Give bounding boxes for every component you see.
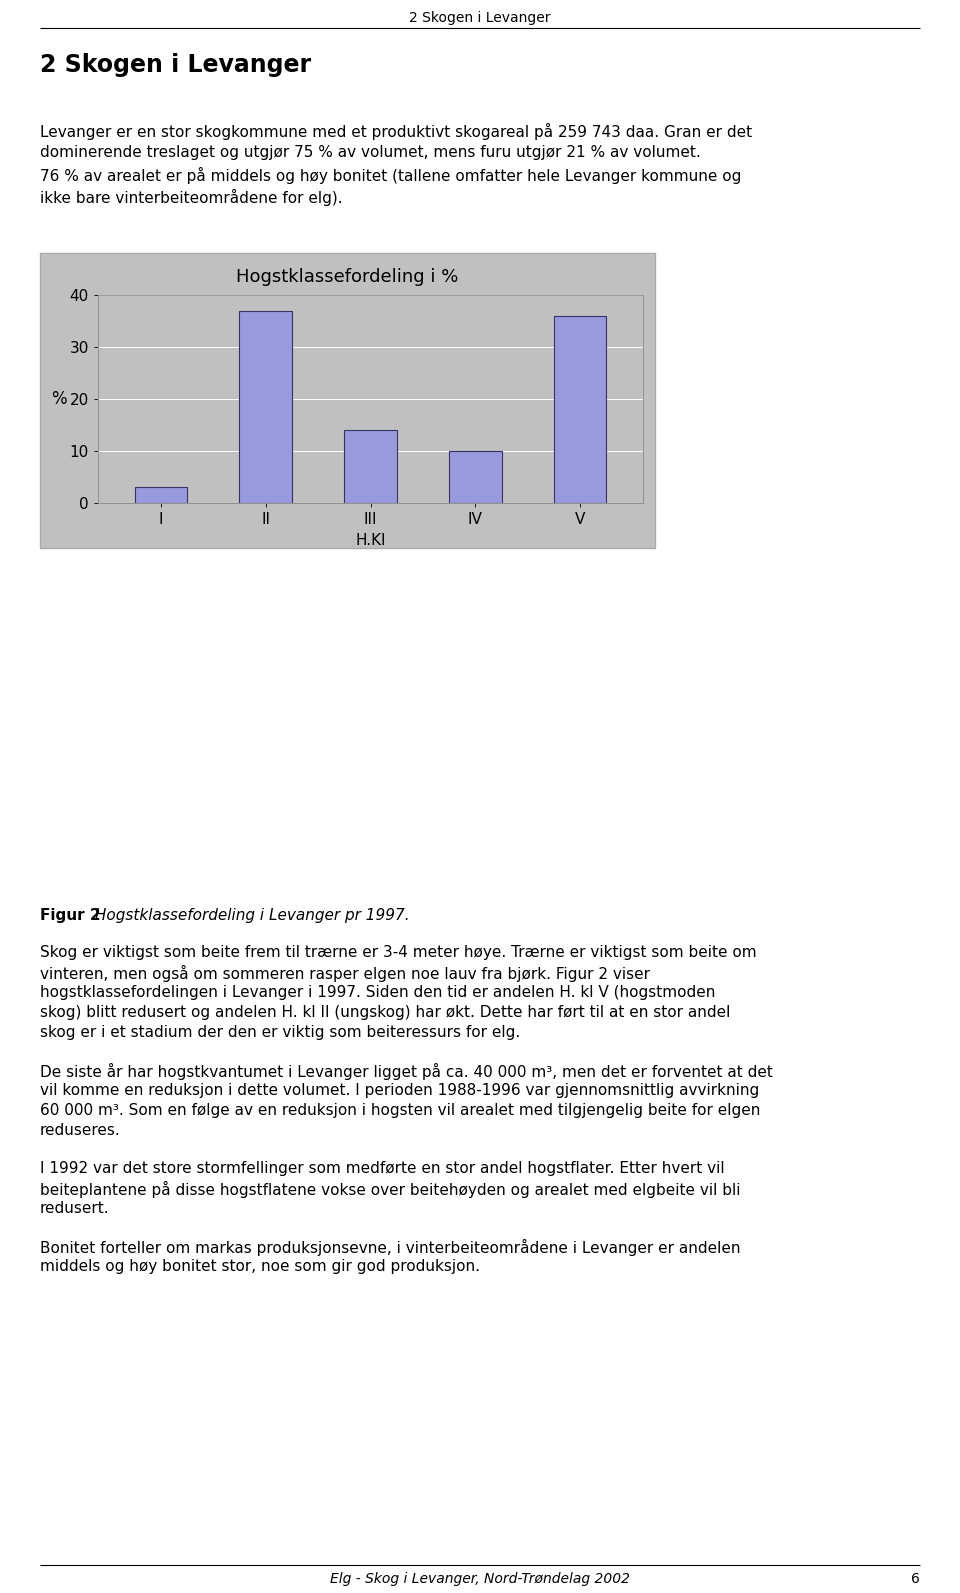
Y-axis label: %: % [51, 390, 66, 408]
Text: Skog er viktigst som beite frem til trærne er 3-4 meter høye. Trærne er viktigst: Skog er viktigst som beite frem til trær… [40, 945, 756, 961]
Text: 76 % av arealet er på middels og høy bonitet (tallene omfatter hele Levanger kom: 76 % av arealet er på middels og høy bon… [40, 167, 741, 185]
Bar [345, 430, 396, 503]
Text: vil komme en reduksjon i dette volumet. I perioden 1988-1996 var gjennomsnittlig: vil komme en reduksjon i dette volumet. … [40, 1083, 759, 1098]
Text: reduseres.: reduseres. [40, 1123, 121, 1137]
Text: skog er i et stadium der den er viktig som beiteressurs for elg.: skog er i et stadium der den er viktig s… [40, 1024, 520, 1040]
Bar [554, 315, 607, 503]
Text: 2 Skogen i Levanger: 2 Skogen i Levanger [40, 53, 311, 76]
X-axis label: H.Kl: H.Kl [355, 532, 386, 548]
Text: Hogstklassefordeling i %: Hogstklassefordeling i % [236, 268, 459, 287]
Bar [449, 451, 501, 503]
Text: I 1992 var det store stormfellinger som medførte en stor andel hogstflater. Ette: I 1992 var det store stormfellinger som … [40, 1161, 725, 1176]
Text: Levanger er en stor skogkommune med et produktivt skogareal på 259 743 daa. Gran: Levanger er en stor skogkommune med et p… [40, 123, 752, 140]
Text: vinteren, men også om sommeren rasper elgen noe lauv fra bjørk. Figur 2 viser: vinteren, men også om sommeren rasper el… [40, 965, 650, 981]
Text: ikke bare vinterbeiteområdene for elg).: ikke bare vinterbeiteområdene for elg). [40, 190, 343, 205]
Text: beiteplantene på disse hogstflatene vokse over beitehøyden og arealet med elgbei: beiteplantene på disse hogstflatene voks… [40, 1180, 740, 1198]
Text: Elg - Skog i Levanger, Nord-Trøndelag 2002: Elg - Skog i Levanger, Nord-Trøndelag 20… [330, 1572, 630, 1587]
Text: De siste år har hogstkvantumet i Levanger ligget på ca. 40 000 m³, men det er fo: De siste år har hogstkvantumet i Levange… [40, 1063, 773, 1080]
Text: redusert.: redusert. [40, 1201, 109, 1215]
Text: skog) blitt redusert og andelen H. kl II (ungskog) har økt. Dette har ført til a: skog) blitt redusert og andelen H. kl II… [40, 1005, 731, 1020]
Bar [239, 311, 292, 503]
Text: middels og høy bonitet stor, noe som gir god produksjon.: middels og høy bonitet stor, noe som gir… [40, 1258, 480, 1274]
Text: 60 000 m³. Som en følge av en reduksjon i hogsten vil arealet med tilgjengelig b: 60 000 m³. Som en følge av en reduksjon … [40, 1102, 760, 1118]
Text: dominerende treslaget og utgjør 75 % av volumet, mens furu utgjør 21 % av volume: dominerende treslaget og utgjør 75 % av … [40, 145, 701, 159]
Bar [134, 487, 187, 503]
Text: Figur 2: Figur 2 [40, 908, 101, 922]
Bar [40, 253, 655, 548]
Text: 2 Skogen i Levanger: 2 Skogen i Levanger [409, 11, 551, 25]
Text: hogstklassefordelingen i Levanger i 1997. Siden den tid er andelen H. kl V (hogs: hogstklassefordelingen i Levanger i 1997… [40, 984, 715, 1000]
Text: Bonitet forteller om markas produksjonsevne, i vinterbeiteområdene i Levanger er: Bonitet forteller om markas produksjonse… [40, 1239, 740, 1255]
Text: 6: 6 [911, 1572, 920, 1587]
Text: Hogstklassefordeling i Levanger pr 1997.: Hogstklassefordeling i Levanger pr 1997. [90, 908, 410, 922]
